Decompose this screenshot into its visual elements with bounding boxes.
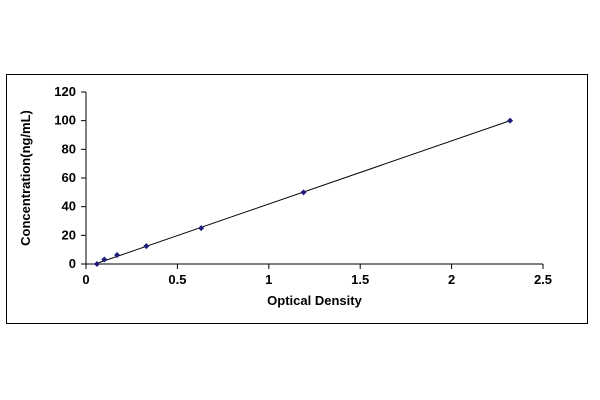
y-axis-title: Concentration(ng/mL) xyxy=(18,110,33,246)
data-point xyxy=(93,261,100,267)
axes xyxy=(85,92,543,265)
y-tick-label: 80 xyxy=(62,141,76,156)
x-tick-label: 0 xyxy=(82,272,89,287)
y-tick-label: 0 xyxy=(69,256,76,271)
x-tick-label: 2.5 xyxy=(534,272,552,287)
x-tick-label: 1.5 xyxy=(351,272,369,287)
y-tick-label: 60 xyxy=(62,170,76,185)
ticks: 0 20 40 60 80 100 120 0 0.5 1 1.5 2 2.5 xyxy=(54,84,552,287)
data-point xyxy=(300,189,307,196)
chart-frame: 0 20 40 60 80 100 120 0 0.5 1 1.5 2 2.5 Optical Dens… xyxy=(6,74,588,324)
data-points xyxy=(93,117,514,267)
x-tick-label: 0.5 xyxy=(168,272,186,287)
x-axis-title: Optical Density xyxy=(267,293,362,308)
data-point xyxy=(101,256,108,263)
y-tick-label: 120 xyxy=(54,84,76,99)
x-tick-label: 2 xyxy=(448,272,455,287)
x-tick-label: 1 xyxy=(265,272,272,287)
data-point xyxy=(143,243,150,250)
y-tick-label: 40 xyxy=(62,199,76,214)
chart-canvas: 0 20 40 60 80 100 120 0 0.5 1 1.5 2 2.5 Optical Dens… xyxy=(18,84,552,308)
y-tick-label: 100 xyxy=(54,113,76,128)
data-point xyxy=(507,117,514,124)
y-tick-label: 20 xyxy=(62,227,76,242)
data-point xyxy=(198,225,205,232)
data-point xyxy=(114,252,121,259)
